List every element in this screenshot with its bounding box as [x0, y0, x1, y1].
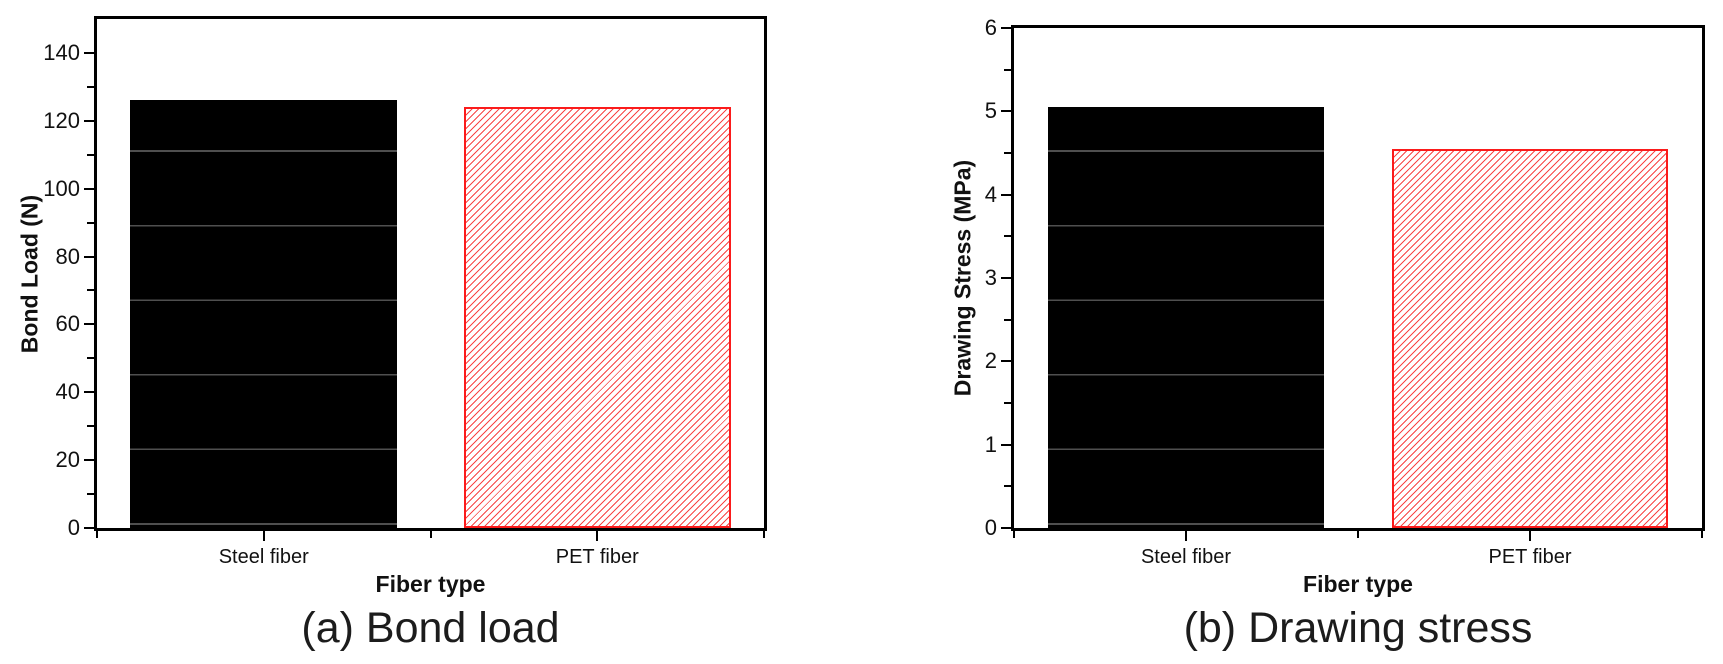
- x-axis-minor-tick: [429, 531, 432, 538]
- y-axis-tick-label: 4: [984, 181, 997, 207]
- x-axis-minor-tick: [763, 531, 765, 538]
- y-axis-major-tick: [84, 187, 94, 190]
- y-axis-tick-label: 20: [55, 447, 80, 473]
- y-axis-tick-label: 80: [55, 243, 80, 269]
- y-axis-minor-tick: [87, 289, 94, 292]
- y-axis-major-tick: [1001, 277, 1011, 279]
- y-axis-tick-label: 1: [984, 431, 997, 457]
- x-axis-minor-tick: [1701, 531, 1703, 538]
- chart-caption: (a) Bond load: [301, 604, 560, 652]
- y-axis-major-tick: [1001, 193, 1011, 196]
- y-axis-major-tick: [1001, 443, 1011, 446]
- y-axis-tick-label: 2: [984, 348, 997, 374]
- bar-steel-fiber: [1048, 107, 1324, 528]
- bar-steel-fiber: [130, 100, 398, 528]
- y-axis-minor-tick: [1004, 318, 1011, 321]
- y-axis-tick-label: 100: [43, 175, 80, 201]
- x-axis-major-tick: [596, 531, 599, 541]
- y-axis-tick-label: 5: [984, 98, 997, 124]
- y-axis-minor-tick: [87, 221, 94, 224]
- x-axis-tick-label: Steel fiber: [218, 546, 309, 568]
- y-axis-major-tick: [1001, 27, 1011, 29]
- y-axis-major-tick: [1001, 110, 1011, 113]
- y-axis-tick-label: 120: [43, 107, 80, 133]
- bar-pet-fiber: [1392, 148, 1668, 528]
- x-axis-minor-tick: [1357, 531, 1359, 538]
- y-axis-minor-tick: [1004, 235, 1011, 238]
- y-axis-major-tick: [84, 255, 94, 258]
- chart-caption: (b) Drawing stress: [1183, 604, 1533, 652]
- y-axis-tick-label: 140: [43, 39, 80, 65]
- y-axis-minor-tick: [87, 425, 94, 428]
- x-axis-minor-tick: [96, 531, 98, 538]
- y-axis-minor-tick: [1004, 68, 1011, 71]
- y-axis-minor-tick: [87, 153, 94, 156]
- y-axis-major-tick: [84, 119, 94, 122]
- x-axis-minor-tick: [1013, 531, 1015, 538]
- x-axis-tick-label: PET fiber: [1488, 546, 1572, 568]
- y-axis-minor-tick: [87, 493, 94, 496]
- y-axis-tick-label: 3: [984, 265, 997, 290]
- x-axis-tick-label: Steel fiber: [1140, 546, 1232, 568]
- y-axis-major-tick: [84, 459, 94, 462]
- y-axis-minor-tick: [87, 357, 94, 360]
- y-axis-major-tick: [1001, 527, 1011, 529]
- y-axis-minor-tick: [1004, 485, 1011, 488]
- x-axis-tick-label: PET fiber: [555, 546, 639, 568]
- x-axis-title: Fiber type: [375, 571, 486, 597]
- y-axis-tick-label: 40: [55, 379, 80, 405]
- y-axis-major-tick: [1001, 360, 1011, 363]
- bar-pet-fiber: [463, 107, 731, 528]
- x-axis-major-tick: [1529, 531, 1531, 541]
- y-axis-minor-tick: [1004, 402, 1011, 404]
- y-axis-tick-label: 60: [55, 311, 80, 337]
- y-axis-major-tick: [84, 391, 94, 394]
- y-axis-major-tick: [84, 323, 94, 326]
- y-axis-tick-label: 0: [67, 515, 80, 540]
- y-axis-major-tick: [84, 51, 94, 54]
- y-axis-minor-tick: [1004, 152, 1011, 154]
- x-axis-title: Fiber type: [1303, 571, 1413, 597]
- x-axis-major-tick: [262, 531, 265, 541]
- y-axis-tick-label: 6: [984, 15, 997, 40]
- y-axis-tick-label: 0: [984, 515, 997, 540]
- y-axis-major-tick: [84, 527, 94, 529]
- x-axis-major-tick: [1185, 531, 1187, 541]
- y-axis-minor-tick: [87, 85, 94, 88]
